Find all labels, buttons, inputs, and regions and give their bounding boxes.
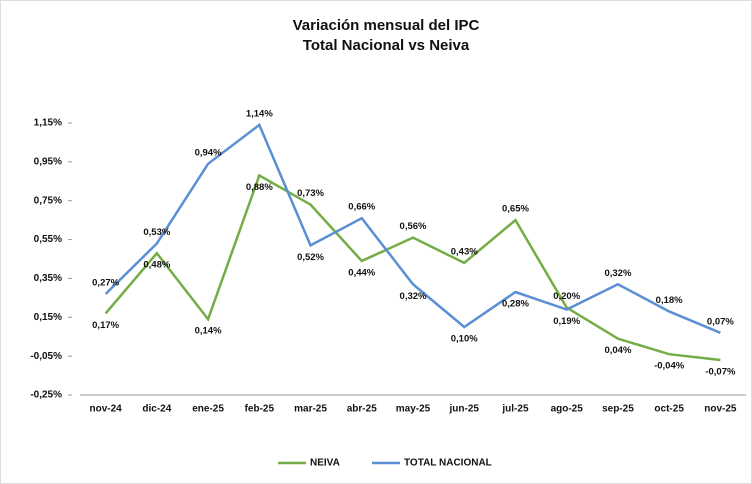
data-label: 0,14% <box>195 326 222 337</box>
data-label: 0,32% <box>604 268 631 279</box>
data-label: 0,56% <box>400 221 427 232</box>
x-tick-label: feb-25 <box>245 404 275 415</box>
x-tick-label: dic-24 <box>142 404 171 415</box>
data-label: 0,52% <box>297 252 324 263</box>
x-tick-label: nov-24 <box>89 404 122 415</box>
data-label: 0,27% <box>92 277 119 288</box>
data-label: 0,28% <box>502 299 529 310</box>
data-label: 0,73% <box>297 188 324 199</box>
data-label: 0,04% <box>604 345 631 356</box>
chart-subtitle: Total Nacional vs Neiva <box>303 37 470 54</box>
data-label: 0,43% <box>451 246 478 257</box>
data-label: 0,65% <box>502 204 529 215</box>
data-label: 0,10% <box>451 334 478 345</box>
y-tick-label: 0,55% <box>34 234 62 245</box>
x-tick-label: oct-25 <box>654 404 684 415</box>
y-tick-label: -0,05% <box>30 351 62 362</box>
data-label: 0,94% <box>195 147 222 158</box>
data-label: 0,17% <box>92 320 119 331</box>
data-label: 0,53% <box>143 227 170 238</box>
y-tick-label: 0,75% <box>34 195 62 206</box>
series-line <box>104 122 721 334</box>
x-tick-label: jul-25 <box>501 404 529 415</box>
series-line <box>104 173 721 362</box>
y-tick-label: 0,15% <box>34 312 62 323</box>
data-label: -0,07% <box>705 367 736 378</box>
data-label: 1,14% <box>246 108 273 119</box>
x-tick-label: abr-25 <box>347 404 377 415</box>
data-label: 0,44% <box>348 267 375 278</box>
x-tick-label: ago-25 <box>551 404 584 415</box>
data-label: -0,04% <box>654 361 685 372</box>
data-label: 0,19% <box>553 316 580 327</box>
chart-title: Variación mensual del IPC <box>293 17 480 34</box>
y-tick-label: 1,15% <box>34 118 62 129</box>
y-tick-label: 0,35% <box>34 273 62 284</box>
data-label: 0,66% <box>348 202 375 213</box>
x-tick-label: may-25 <box>396 404 431 415</box>
x-tick-label: nov-25 <box>704 404 737 415</box>
data-label: 0,20% <box>553 291 580 302</box>
data-label: 0,48% <box>143 260 170 271</box>
data-label: 0,07% <box>707 316 734 327</box>
x-tick-label: sep-25 <box>602 404 634 415</box>
x-tick-label: jun-25 <box>449 404 480 415</box>
data-label: 0,32% <box>400 291 427 302</box>
data-label: 0,18% <box>656 295 683 306</box>
legend-label: TOTAL NACIONAL <box>404 458 492 469</box>
legend-label: NEIVA <box>310 458 340 469</box>
x-tick-label: ene-25 <box>192 404 224 415</box>
y-tick-label: 0,95% <box>34 156 62 167</box>
x-tick-label: mar-25 <box>294 404 327 415</box>
data-label: 0,88% <box>246 182 273 193</box>
y-tick-label: -0,25% <box>30 390 62 401</box>
